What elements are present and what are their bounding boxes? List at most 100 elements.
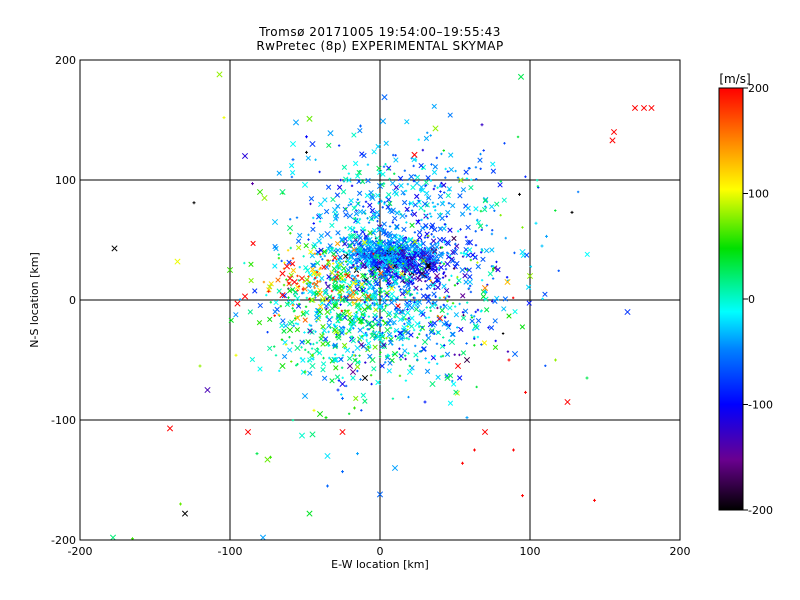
data-point-cross [421, 259, 427, 265]
data-point-cross [216, 71, 223, 78]
axis-ticks: -200 -100 0 100 200 -200 -100 0 100 200 [51, 54, 690, 558]
data-point-plus [465, 416, 469, 420]
colorbar-tick-label: -100 [748, 399, 773, 412]
data-point-cross [309, 296, 316, 304]
data-point-cross [367, 284, 373, 291]
data-point-plus [456, 282, 459, 285]
data-point-plus [303, 370, 307, 374]
data-point-plus [421, 167, 424, 170]
data-point-cross [375, 254, 381, 260]
data-point-cross [460, 187, 467, 193]
data-point-cross [257, 366, 263, 372]
data-point-plus [432, 187, 436, 191]
data-point-plus [416, 305, 419, 309]
data-point-plus [332, 323, 336, 326]
data-point-cross [327, 294, 333, 300]
data-point-plus [473, 315, 476, 318]
data-point-cross [370, 263, 376, 269]
data-point-plus [389, 234, 392, 238]
data-point-plus [305, 296, 309, 300]
data-point-plus [319, 255, 323, 258]
data-point-plus [454, 247, 457, 251]
data-point-cross [433, 253, 440, 260]
data-point-plus [417, 138, 420, 141]
data-point-cross [458, 326, 464, 333]
data-point-cross [457, 375, 463, 381]
data-point-cross [391, 233, 398, 239]
data-point-plus [384, 162, 387, 166]
data-point-plus [442, 271, 446, 274]
data-point-cross [477, 157, 483, 163]
data-point-cross [241, 152, 249, 160]
data-point-cross [292, 119, 300, 126]
data-point-cross [422, 255, 428, 261]
data-point-cross [355, 265, 362, 271]
data-point-cross [394, 210, 400, 216]
data-point-plus [426, 131, 429, 134]
data-point-plus [436, 202, 440, 206]
data-point-cross [431, 262, 438, 268]
data-point-plus [335, 266, 338, 269]
data-point-plus [324, 416, 328, 420]
data-point-cross [411, 151, 418, 158]
data-point-cross [301, 181, 309, 188]
data-point-plus [475, 177, 478, 181]
data-point-plus [376, 241, 380, 245]
data-point-plus [424, 357, 427, 360]
data-point-plus [437, 242, 440, 245]
data-point-plus [288, 335, 291, 339]
data-point-cross [448, 166, 454, 173]
data-point-cross [321, 375, 328, 381]
data-point-plus [493, 209, 496, 212]
data-point-plus [391, 270, 394, 274]
data-point-cross [334, 192, 341, 198]
data-point-cross [401, 325, 407, 331]
data-point-plus [387, 283, 391, 286]
data-point-cross [314, 314, 320, 321]
data-point-plus [292, 310, 296, 313]
data-point-cross [443, 320, 450, 326]
data-point-plus [370, 332, 374, 335]
data-point-plus [358, 360, 361, 364]
data-point-plus [277, 253, 281, 256]
data-point-cross [380, 296, 387, 302]
data-point-cross [312, 241, 318, 248]
data-point-cross [371, 227, 378, 234]
data-point-plus [426, 234, 430, 237]
data-point-plus [535, 179, 539, 182]
data-point-cross [354, 344, 361, 352]
data-point-cross [381, 342, 387, 348]
data-point-cross [378, 250, 384, 256]
data-point-cross [379, 265, 385, 271]
data-point-cross [372, 316, 378, 322]
data-point-plus [476, 261, 479, 264]
data-point-cross [492, 318, 498, 324]
data-point-plus [446, 294, 449, 298]
data-point-plus [402, 285, 406, 288]
data-point-plus [408, 202, 411, 205]
data-point-plus [321, 331, 324, 335]
data-point-cross [375, 192, 381, 199]
data-point-cross [432, 226, 438, 233]
data-point-cross [361, 152, 367, 159]
data-point-cross [281, 292, 288, 299]
data-point-plus [408, 272, 411, 276]
data-point-cross [393, 233, 399, 240]
data-point-plus [468, 212, 472, 216]
data-point-cross [268, 281, 274, 287]
data-point-plus [424, 214, 428, 217]
data-point-cross [431, 291, 437, 297]
data-point-plus [308, 281, 312, 284]
data-point-cross [276, 288, 282, 294]
data-point-plus [337, 267, 340, 270]
data-point-plus [321, 258, 324, 261]
data-point-cross [111, 245, 118, 252]
data-point-plus [309, 342, 312, 346]
data-point-plus [277, 313, 280, 317]
data-point-plus [385, 235, 389, 238]
data-point-plus [380, 316, 383, 319]
data-point-plus [381, 305, 384, 308]
data-point-cross [283, 323, 289, 329]
data-point-plus [354, 267, 357, 270]
data-point-plus [512, 448, 515, 452]
